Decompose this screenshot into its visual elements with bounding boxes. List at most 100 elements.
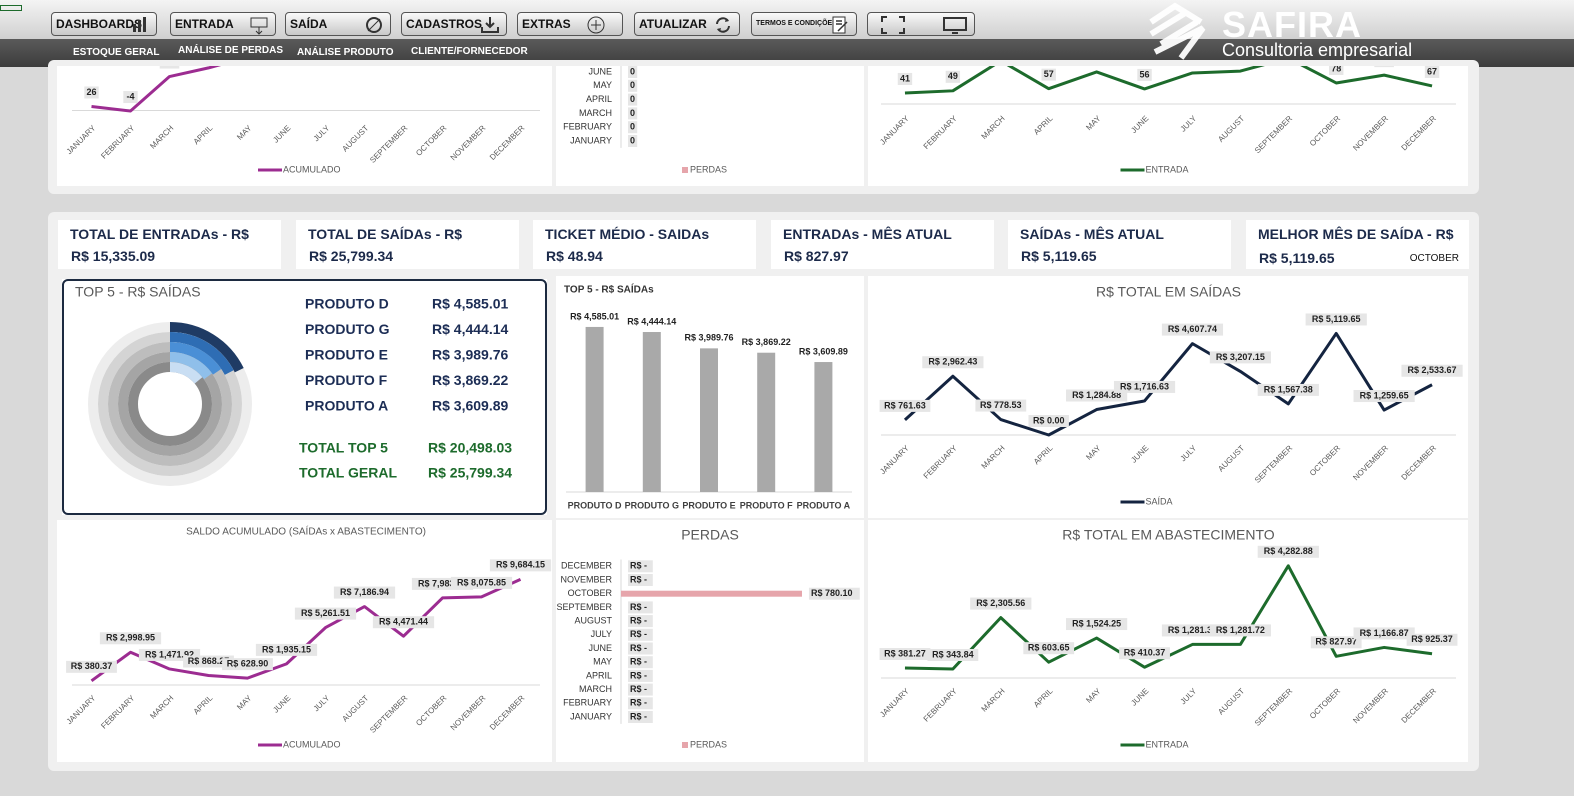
tab[interactable]: ESTOQUE GERAL	[73, 47, 160, 58]
label-box	[628, 66, 638, 78]
data-label: R$ 4,607.74	[1168, 324, 1217, 334]
data-label: R$ 0.00	[1033, 415, 1065, 425]
data-label: R$ 827.97	[1315, 637, 1357, 647]
x-tick-label: FEBRUARY	[99, 693, 137, 731]
kpi-card: SAÍDAs - MÊS ATUAL R$ 5,119.65	[1008, 220, 1231, 269]
legend-label: ENTRADA	[1146, 739, 1189, 749]
kpi-value: R$ 827.97	[784, 248, 849, 264]
label-box	[628, 574, 653, 586]
chart-title: R$ TOTAL EM ABASTECIMENTO	[1062, 527, 1274, 543]
label-box	[372, 616, 435, 629]
y-tick-label: OCTOBER	[568, 588, 613, 598]
label-box	[1161, 624, 1224, 637]
label-box	[1137, 68, 1152, 81]
icon	[881, 16, 905, 34]
y-tick-label: SEPTEMBER	[556, 602, 612, 612]
data-label: R$ 1,567.38	[1264, 384, 1313, 394]
data-label: R$ -	[630, 574, 647, 584]
data-label: R$ -	[630, 561, 647, 571]
data-label: R$ 7,186.94	[340, 587, 389, 597]
data-label: 223	[162, 66, 177, 67]
total-label: TOTAL TOP 5	[299, 440, 388, 456]
label-box	[628, 601, 653, 614]
x-tick-label: OCTOBER	[1308, 686, 1342, 720]
data-label: R$ 925.37	[1411, 634, 1453, 644]
data-label: R$ 1,471.92	[145, 649, 194, 659]
x-tick-label: AUGUST	[1216, 686, 1246, 716]
data-label: R$ 5,261.51	[301, 608, 350, 618]
data-label: 41	[900, 73, 910, 83]
label-box	[628, 683, 653, 696]
data-label: R$ 3,989.76	[684, 333, 733, 343]
label-box	[1113, 380, 1176, 393]
chart-title: TOP 5 - R$ SAÍDAs	[564, 283, 654, 296]
x-tick-label: JUNE	[1129, 114, 1150, 135]
ring-arc	[169, 352, 213, 380]
bar	[621, 590, 802, 597]
label-box	[1257, 383, 1319, 396]
ring-arc	[169, 362, 203, 384]
y-tick-label: JANUARY	[570, 711, 612, 721]
data-label: -4	[126, 91, 134, 101]
label-box	[1401, 364, 1463, 377]
series-line	[903, 331, 1433, 437]
label-box	[1406, 633, 1458, 646]
tab[interactable]: CLIENTE/FORNECEDOR	[411, 46, 528, 57]
nav-button[interactable]: ENTRADA	[170, 12, 276, 36]
label-box	[628, 93, 638, 106]
data-label: R$ 410.37	[1124, 648, 1166, 658]
y-tick-label: JANUARY	[570, 135, 612, 145]
kpi-title: ENTRADAs - MÊS ATUAL	[783, 226, 952, 242]
nav-button[interactable]: CADASTROS	[401, 12, 507, 36]
data-label: R$ 2,962.43	[928, 357, 977, 367]
view-button[interactable]	[867, 12, 975, 36]
logo-mark	[1149, 2, 1206, 60]
product-value: R$ 3,609.89	[432, 397, 508, 413]
kpi-title: SAÍDAs - MÊS ATUAL	[1020, 226, 1164, 242]
label-box	[970, 597, 1032, 610]
label-box	[1161, 323, 1224, 336]
chart-panel: TOP 5 - R$ SAÍDAS PRODUTO D R$ 4,585.01 PRO…	[62, 279, 547, 515]
legend-swatch	[682, 742, 688, 748]
x-tick-label: JUNE	[271, 124, 292, 145]
nav-button[interactable]: EXTRAS	[517, 12, 623, 36]
nav-button[interactable]: TERMOS E CONDIÇÕES	[751, 12, 857, 36]
label-box	[628, 628, 653, 641]
x-tick-label: SEPTEMBER	[1253, 114, 1294, 155]
x-tick-label: JULY	[1179, 443, 1199, 463]
data-label: R$ 3,869.22	[742, 337, 791, 347]
y-tick-label: AUGUST	[574, 615, 612, 625]
label-box	[84, 86, 99, 99]
data-label: R$ -	[630, 684, 647, 694]
data-label: R$ -	[630, 657, 647, 667]
x-tick-label: JULY	[312, 123, 332, 143]
tab[interactable]: ANÁLISE PRODUTO	[297, 47, 394, 58]
chart-panel: R$ TOTAL EM SAÍDAS JANUARY FEBRUARY MARCH AP…	[868, 276, 1468, 518]
data-label: 0	[630, 135, 635, 145]
data-label: 0	[630, 122, 635, 132]
tab[interactable]: ANÁLISE DE PERDAS	[178, 45, 284, 56]
x-tick-label: NOVEMBER	[1351, 114, 1390, 153]
y-tick-label: MAY	[593, 80, 612, 90]
nav-button[interactable]: ATUALIZAR	[634, 12, 740, 36]
series-line	[904, 66, 1433, 95]
data-label: R$ -	[630, 698, 647, 708]
label-box	[628, 656, 653, 669]
icon	[587, 16, 605, 34]
x-tick-label: PRODUTO A	[797, 500, 851, 510]
x-tick-label: JANUARY	[65, 693, 98, 726]
x-tick-label: FEBRUARY	[922, 113, 960, 151]
x-tick-label: AUGUST	[1216, 114, 1246, 144]
data-label: 56	[1140, 69, 1150, 79]
kpi-value: R$ 5,119.65	[1021, 248, 1097, 264]
legend-label: PERDAS	[690, 164, 727, 174]
button-label: CADASTROS	[406, 17, 483, 31]
data-label: R$ -	[630, 643, 647, 653]
nav-button[interactable]: SAÍDA	[285, 12, 391, 36]
bar	[757, 352, 776, 492]
label-box	[333, 586, 396, 599]
nav-button[interactable]: DASHBOARDS	[51, 12, 157, 36]
label-box	[294, 607, 357, 620]
x-tick-label: NOVEMBER	[449, 693, 488, 732]
data-label: R$ 1,935.15	[262, 644, 311, 654]
